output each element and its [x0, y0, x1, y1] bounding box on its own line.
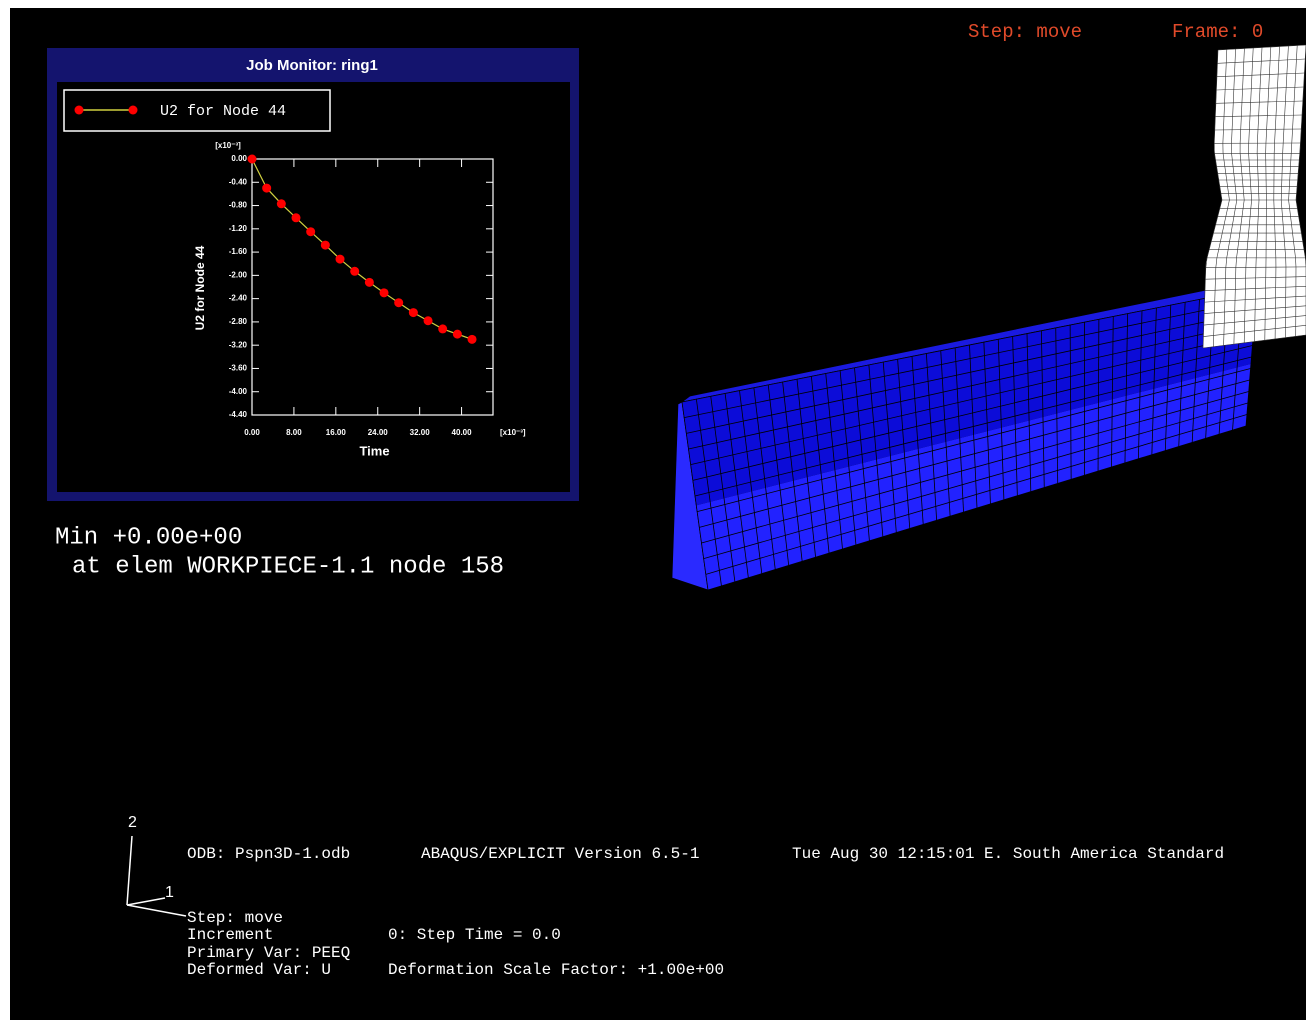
chart: 0.00 -0.40 -0.80 -1.20 -1.60 -2.00 -2.40 -2.80 -… — [74, 103, 526, 458]
version-label: ABAQUS/EXPLICIT Version 6.5-1 — [421, 845, 699, 863]
data-point — [247, 154, 257, 164]
y-tick-label: -1.20 — [229, 224, 248, 233]
mesh-line — [1233, 48, 1245, 345]
triad-axis — [126, 897, 166, 906]
date-label: Tue Aug 30 12:15:01 E. South America Sta… — [792, 845, 1224, 863]
data-point — [423, 316, 433, 326]
legend-marker — [128, 105, 138, 115]
data-point — [350, 266, 360, 276]
meshes — [671, 44, 1306, 591]
increment-label: Increment — [187, 926, 273, 944]
mesh-line — [1295, 44, 1306, 335]
y-axis-label: U2 for Node 44 — [193, 245, 207, 330]
data-point — [276, 199, 286, 209]
step-time: 0: Step Time = 0.0 — [388, 926, 561, 944]
mesh-line — [703, 402, 1248, 560]
mesh-line — [1288, 45, 1298, 337]
y-tick-label: -0.80 — [229, 201, 248, 210]
data-point — [452, 329, 462, 339]
mesh-line — [688, 322, 1255, 450]
y-multiplier: [x10⁻³] — [215, 141, 241, 150]
x-tick-label: 16.00 — [326, 428, 347, 437]
legend-marker — [74, 105, 84, 115]
data-point — [262, 183, 272, 193]
mesh-line — [699, 379, 1250, 528]
data-point — [364, 277, 374, 287]
info-step: Step: move — [187, 909, 283, 927]
mesh-line — [701, 391, 1249, 544]
mesh-line — [692, 345, 1253, 481]
mesh-line — [1254, 47, 1263, 342]
legend-box — [63, 89, 331, 132]
mesh-line — [707, 425, 1247, 591]
y-tick-label: -4.00 — [229, 387, 248, 396]
data-point — [379, 288, 389, 298]
y-tick-label: -1.60 — [229, 247, 248, 256]
primary-var: Primary Var: PEEQ — [187, 944, 350, 962]
mesh-line — [1264, 46, 1272, 341]
mesh-line — [684, 299, 1257, 419]
mesh-line — [690, 333, 1254, 466]
mesh-line — [1273, 46, 1280, 339]
y-tick-label: -0.40 — [229, 177, 248, 186]
x-axis-label: Time — [359, 443, 389, 458]
y-tick-label: -2.00 — [229, 270, 248, 279]
data-point — [335, 254, 345, 264]
x-tick-label: 24.00 — [368, 428, 389, 437]
mesh-line — [1223, 48, 1238, 346]
mesh-line — [697, 368, 1251, 513]
data-point — [306, 227, 316, 237]
odb-label: ODB: Pspn3D-1.odb — [187, 845, 350, 863]
triad — [126, 835, 187, 917]
y-tick-label: 0.00 — [231, 154, 247, 163]
data-point — [408, 308, 418, 318]
x-tick-label: 8.00 — [286, 428, 302, 437]
deformed-var: Deformed Var: U — [187, 961, 331, 979]
y-tick-label: -3.60 — [229, 364, 248, 373]
mesh-line — [1280, 45, 1289, 338]
min-value: Min +0.00e+00 — [55, 524, 242, 551]
plot-frame — [251, 158, 494, 416]
mesh-line — [686, 310, 1256, 434]
window-title: Job Monitor: ring1 — [246, 57, 378, 74]
mesh-line — [705, 414, 1248, 575]
y-tick-label: -2.40 — [229, 294, 248, 303]
mesh-line — [694, 356, 1252, 497]
mesh-line — [1243, 47, 1254, 343]
triad-axis — [126, 904, 187, 917]
x-tick-label: 40.00 — [452, 428, 473, 437]
data-point — [291, 213, 301, 223]
min-location: at elem WORKPIECE-1.1 node 158 — [72, 553, 504, 580]
frame-label: Frame: 0 — [1172, 21, 1263, 43]
triad-label: 1 — [165, 884, 174, 901]
mesh-line — [681, 287, 1258, 403]
x-multiplier: [x10⁻³] — [500, 428, 526, 437]
data-point — [438, 324, 448, 334]
mesh-line — [1213, 49, 1230, 347]
x-tick-label: 0.00 — [244, 428, 260, 437]
monitor-content — [57, 82, 570, 492]
y-tick-label: -4.40 — [229, 410, 248, 419]
step-label: Step: move — [968, 21, 1082, 43]
data-point — [320, 240, 330, 250]
triad-axis — [126, 835, 133, 906]
triad-label: 2 — [128, 814, 137, 831]
series-line — [251, 158, 473, 340]
data-point — [467, 334, 477, 344]
y-tick-label: -2.80 — [229, 317, 248, 326]
mesh-line — [1202, 49, 1223, 349]
legend-label: U2 for Node 44 — [160, 103, 286, 120]
scale-factor: Deformation Scale Factor: +1.00e+00 — [388, 961, 724, 979]
data-point — [394, 298, 404, 308]
x-tick-label: 32.00 — [410, 428, 431, 437]
ring-mesh — [1203, 45, 1306, 348]
y-tick-label: -3.20 — [229, 340, 248, 349]
